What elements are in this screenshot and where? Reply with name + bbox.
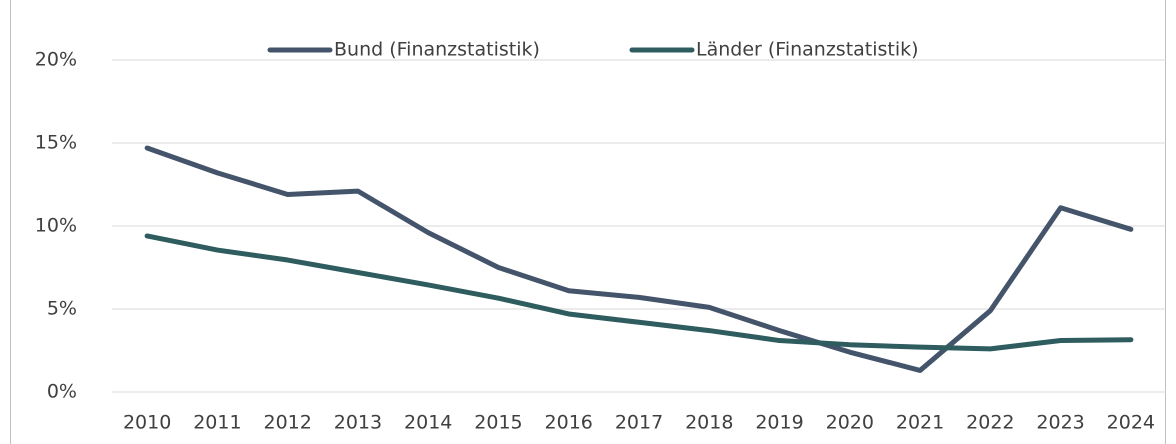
x-tick-label: 2024	[1107, 412, 1155, 434]
x-tick-label: 2014	[404, 412, 452, 434]
x-tick-label: 2017	[615, 412, 663, 434]
x-tick-label: 2021	[896, 412, 944, 434]
x-tick-label: 2016	[545, 412, 593, 434]
y-tick-label: 10%	[35, 215, 77, 237]
x-tick-label: 2022	[966, 412, 1014, 434]
x-tick-label: 2023	[1036, 412, 1084, 434]
legend-label: Länder (Finanzstatistik)	[696, 39, 919, 61]
y-tick-label: 20%	[35, 49, 77, 71]
y-tick-label: 15%	[35, 132, 77, 154]
x-tick-label: 2011	[193, 412, 241, 434]
legend-label: Bund (Finanzstatistik)	[334, 39, 540, 61]
x-tick-label: 2018	[685, 412, 733, 434]
x-tick-label: 2015	[474, 412, 522, 434]
series-line	[144, 145, 1134, 373]
x-tick-label: 2019	[755, 412, 803, 434]
x-tick-label: 2020	[826, 412, 874, 434]
chart-border	[10, 0, 1166, 444]
y-tick-label: 0%	[47, 381, 77, 403]
series-line	[144, 233, 1134, 352]
x-tick-label: 2013	[334, 412, 382, 434]
x-tick-label: 2010	[123, 412, 171, 434]
x-tick-label: 2012	[263, 412, 311, 434]
y-tick-label: 5%	[47, 298, 77, 320]
